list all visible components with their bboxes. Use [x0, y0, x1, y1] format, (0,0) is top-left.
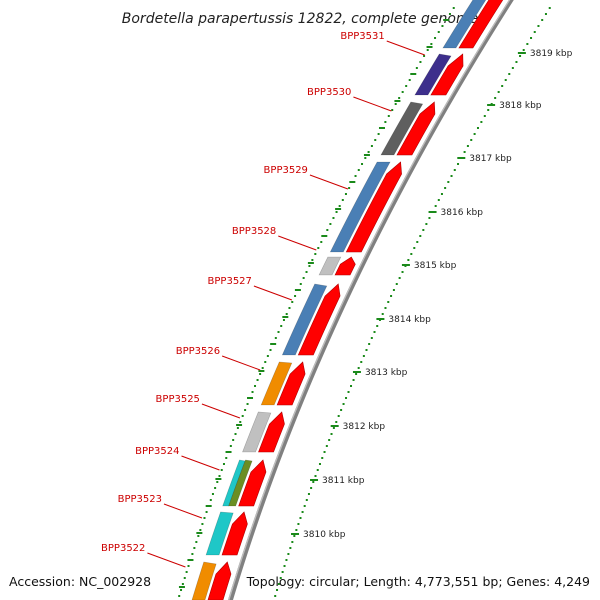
gene-label: BPP3522	[101, 543, 145, 554]
gene-label: BPP3525	[156, 394, 200, 405]
cds-arrow	[334, 256, 356, 276]
gene-block	[318, 256, 342, 276]
cds-track	[207, 0, 504, 600]
cds-arrow	[207, 561, 232, 600]
gene-block	[380, 101, 424, 156]
gene-label: BPP3527	[208, 276, 252, 287]
kbp-ruler: 3810 kbp 3811 kbp 3812 kbp 3813 kbp 3814 kbp…	[274, 7, 573, 597]
topology-text: Topology: circular; Length: 4,773,551 bp…	[246, 574, 590, 589]
cds-arrow	[276, 361, 306, 406]
cds-arrow	[297, 283, 341, 356]
cds-arrow	[238, 459, 267, 507]
kbp-tick-label: 3814 kbp	[388, 315, 431, 325]
kbp-tick-label: 3817 kbp	[469, 154, 512, 164]
gene-block	[414, 53, 452, 96]
cds-arrow	[458, 0, 504, 49]
gene-block	[281, 283, 328, 356]
gene-label: BPP3526	[176, 346, 220, 357]
gene-label: BPP3530	[307, 87, 351, 98]
gene-label: BPP3528	[232, 226, 276, 237]
gene-label: BPP3529	[264, 165, 308, 176]
gene-block	[191, 561, 217, 600]
cds-arrow	[258, 411, 285, 453]
minor-tick-track	[178, 7, 455, 597]
gene-label: BPP3531	[340, 31, 384, 42]
cds-arrow	[430, 53, 464, 96]
kbp-tick-label: 3810 kbp	[303, 530, 346, 540]
cds-arrow	[221, 511, 248, 556]
map-title: Bordetella parapertussis 12822, complete…	[122, 11, 478, 27]
gene-block	[329, 161, 391, 253]
kbp-tick-label: 3815 kbp	[414, 261, 457, 271]
kbp-tick-label: 3812 kbp	[343, 422, 386, 432]
gene-label: BPP3523	[118, 494, 162, 505]
accession-text: Accession: NC_002928	[9, 574, 152, 589]
genome-backbone	[228, 0, 514, 600]
kbp-tick-label: 3818 kbp	[499, 101, 542, 111]
kbp-tick-label: 3819 kbp	[530, 49, 573, 59]
gene-block	[205, 511, 234, 556]
cds-arrow	[396, 101, 436, 156]
gene-block	[260, 361, 293, 406]
gene-color-track	[191, 0, 487, 600]
gene-block	[242, 411, 272, 453]
kbp-tick-label: 3811 kbp	[322, 476, 365, 486]
gene-labels: BPP3531 BPP3530 BPP3529 BPP3528 BPP3527 BPP35…	[101, 31, 425, 568]
gene-block	[442, 0, 487, 49]
cds-arrow	[345, 161, 402, 253]
gene-label: BPP3524	[135, 446, 179, 457]
gene-block	[228, 459, 253, 507]
kbp-tick-label: 3813 kbp	[365, 368, 408, 378]
kbp-tick-label: 3816 kbp	[441, 208, 484, 218]
